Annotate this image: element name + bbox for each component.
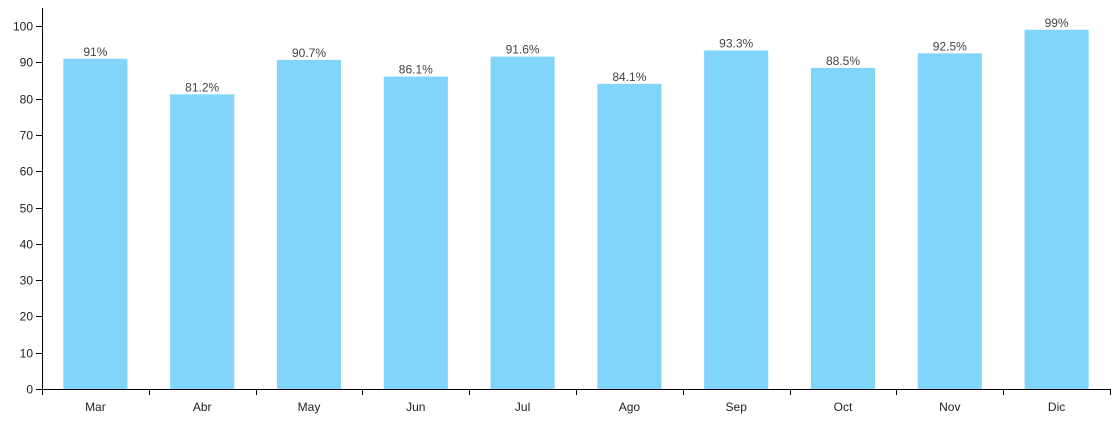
x-tick-label: Jun [406, 400, 425, 414]
bars [63, 29, 1089, 390]
y-tick-label: 0 [26, 383, 33, 397]
x-tick-label: Mar [85, 400, 106, 414]
y-tick-label: 100 [13, 20, 33, 34]
y-axis: 0 10 20 30 40 50 60 70 80 90 100 [13, 8, 43, 397]
data-labels: 91% 81.2% 90.7% 86.1% 91.6% 84.1% 93.3% 88.5% 92… [83, 16, 1069, 95]
x-axis: Mar Abr May Jun Jul Ago Sep Oct Nov Dic [42, 389, 1111, 414]
y-tick-label: 60 [20, 165, 34, 179]
x-tick-label: Ago [619, 400, 641, 414]
bar [597, 83, 662, 389]
x-tick-label: May [298, 400, 321, 414]
data-label: 88.5% [826, 54, 860, 68]
y-tick-label: 20 [20, 310, 34, 324]
data-label: 91% [83, 45, 107, 59]
data-label: 92.5% [933, 39, 967, 53]
bar [63, 58, 128, 390]
bar [917, 53, 982, 389]
x-tick-label: Abr [193, 400, 212, 414]
y-tick-label: 70 [20, 129, 34, 143]
y-tick-label: 50 [20, 202, 34, 216]
bar [490, 56, 555, 389]
bar [810, 67, 876, 389]
x-tick-label: Nov [939, 400, 960, 414]
bar [276, 59, 342, 389]
y-tick-label: 90 [20, 56, 34, 70]
y-tick-label: 30 [20, 274, 34, 288]
x-tick-label: Oct [834, 400, 853, 414]
x-tick-label: Dic [1048, 400, 1065, 414]
bar [704, 50, 769, 389]
data-label: 81.2% [185, 80, 219, 94]
data-label: 84.1% [612, 70, 646, 84]
data-label: 91.6% [506, 43, 540, 57]
data-label: 86.1% [399, 63, 433, 77]
x-tick-label: Sep [726, 400, 748, 414]
y-tick-label: 10 [20, 347, 34, 361]
data-label: 90.7% [292, 46, 326, 60]
bar [1024, 29, 1089, 390]
y-tick-label: 40 [20, 238, 34, 252]
data-label: 93.3% [719, 36, 753, 50]
bar [170, 94, 235, 390]
y-tick-label: 80 [20, 93, 34, 107]
data-label: 99% [1045, 16, 1069, 30]
bar [383, 76, 448, 389]
x-tick-label: Jul [515, 400, 530, 414]
